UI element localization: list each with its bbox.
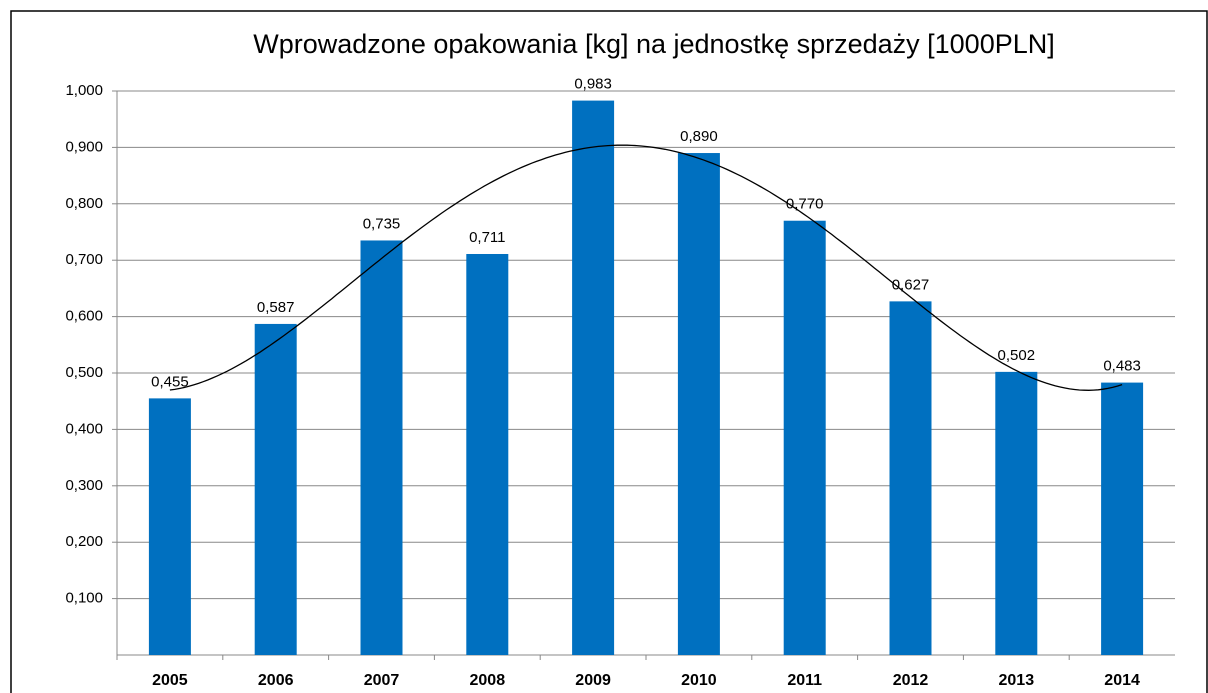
bar (1101, 382, 1144, 655)
value-label: 0,483 (1103, 358, 1141, 375)
bar (995, 371, 1038, 655)
x-tick-label: 2011 (787, 672, 822, 689)
y-tick-label: 0,800 (65, 195, 103, 212)
bar (572, 100, 615, 655)
x-tick-label: 2007 (364, 672, 400, 689)
bar (254, 323, 297, 655)
bar (677, 153, 720, 656)
y-tick-label: 0,600 (65, 308, 103, 325)
y-tick-label: 0,100 (65, 590, 103, 607)
x-tick-label: 2013 (999, 672, 1035, 689)
bar (466, 253, 509, 655)
x-tick-label: 2009 (575, 672, 611, 689)
bar (148, 398, 191, 655)
x-tick-label: 2010 (681, 672, 717, 689)
bar (360, 240, 403, 655)
value-label: 0,502 (998, 347, 1036, 364)
value-label: 0,735 (363, 215, 401, 232)
x-tick-label: 2008 (470, 672, 506, 689)
bar (783, 220, 826, 655)
bar (889, 301, 932, 655)
x-tick-label: 2005 (152, 672, 188, 689)
value-label: 0,627 (892, 276, 930, 293)
y-tick-label: 0,700 (65, 251, 103, 268)
y-tick-label: 0,400 (65, 420, 103, 437)
trendline (169, 144, 1123, 391)
value-label: 0,711 (469, 229, 505, 246)
value-label: 0,890 (680, 128, 718, 145)
x-tick-label: 2014 (1104, 672, 1140, 689)
value-label: 0,455 (151, 373, 189, 390)
y-tick-label: 1,000 (65, 82, 103, 99)
y-tick-label: 0,500 (65, 364, 103, 381)
chart-title: Wprowadzone opakowania [kg] na jednostkę… (253, 29, 1054, 59)
value-label: 0,587 (257, 299, 295, 316)
y-tick-label: 0,900 (65, 138, 103, 155)
y-tick-label: 0,300 (65, 477, 103, 494)
y-tick-label: 0,200 (65, 533, 103, 550)
x-tick-label: 2006 (258, 672, 294, 689)
value-label: 0,983 (574, 76, 612, 93)
x-tick-label: 2012 (893, 672, 929, 689)
value-label: 0,770 (786, 196, 824, 213)
